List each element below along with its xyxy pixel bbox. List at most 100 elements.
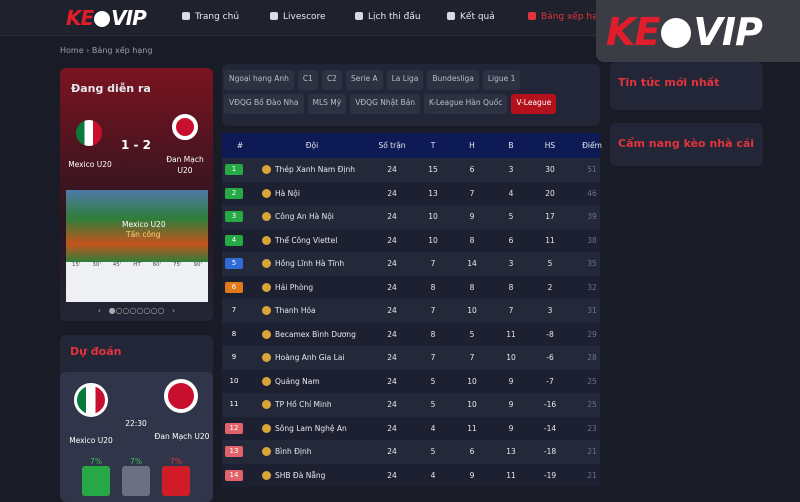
timeline-label: 30' [92, 262, 101, 268]
cell: 24 [387, 376, 397, 386]
team-name[interactable]: Hoàng Anh Gia Lai [275, 353, 345, 362]
league-tab[interactable]: La Liga [386, 70, 424, 90]
cell: 5 [430, 400, 436, 409]
nav-item[interactable]: Trang chủ [182, 12, 239, 22]
league-tab[interactable]: Ligue 1 [482, 70, 521, 90]
team-logo [262, 353, 271, 362]
sidebar-link[interactable]: Cẩm nang kèo nhà cái [610, 123, 763, 166]
cell: 6 [225, 281, 243, 293]
header-cell: T [430, 141, 436, 150]
league-tab[interactable]: Bundesliga [427, 70, 479, 90]
logo[interactable]: KE VIP [66, 6, 147, 30]
sidebar-link[interactable]: Tin tức mới nhất [610, 62, 763, 110]
cell: 32 [587, 282, 597, 292]
cell: 8 [231, 329, 237, 338]
league-tab[interactable]: K-League Hàn Quốc [424, 94, 508, 114]
league-tab[interactable]: Ngoại hạng Anh [224, 70, 294, 90]
nav-item[interactable]: Livescore [270, 12, 326, 22]
cell: 24 [387, 470, 397, 480]
table-row: 3 Công An Hà Nội 24 10 9 5 17 39 [222, 205, 600, 229]
crumb[interactable]: Home [60, 46, 84, 55]
table-row: 9 Hoàng Anh Gia Lai 24 7 7 10 -6 28 [222, 346, 600, 370]
cell: 7 [231, 306, 237, 314]
team: Đan Mạch U20 [154, 432, 210, 441]
league-tab[interactable]: V-League [511, 94, 557, 114]
cell: 14 [467, 259, 477, 268]
timeline-label: 75' [173, 262, 182, 268]
team-name[interactable]: Quảng Nam [275, 376, 320, 386]
cell: 12 [225, 422, 243, 434]
nav-item[interactable]: Bảng xếp hạng [528, 12, 609, 22]
cell: 4 [430, 470, 436, 480]
cell: 31 [587, 306, 597, 315]
cell: 9 [231, 353, 237, 361]
team-name[interactable]: Hà Nội [275, 188, 300, 198]
timeline-label: HT [133, 262, 141, 268]
nav-item[interactable]: Lịch thi đấu [355, 12, 421, 22]
cell: 7 [469, 188, 475, 198]
table-row: 13 Bình Định 24 5 6 13 -18 21 [222, 440, 600, 464]
cell: 2 [225, 187, 243, 199]
league-tabs: Ngoại hạng Anh C1 C2 Serie A La Liga Bundesli… [224, 70, 600, 114]
team-name[interactable]: Hải Phòng [275, 282, 314, 292]
team-logo [262, 470, 271, 480]
cell: 10 [467, 306, 477, 315]
league-tab[interactable]: C2 [321, 70, 342, 90]
cell: 13 [428, 188, 438, 198]
cell: 4 [430, 423, 436, 433]
cell: -14 [543, 423, 557, 433]
cell: 8 [508, 282, 514, 292]
cell: 25 [587, 400, 597, 409]
cell: 4 [508, 188, 514, 198]
table-row: 1 Thép Xanh Nam Định 24 15 6 3 30 51 [222, 158, 600, 182]
league-tab[interactable]: VĐQG Bồ Đào Nha [224, 94, 304, 114]
team-name[interactable]: Thể Công Viettel [275, 235, 338, 245]
breadcrumb: Home › Bảng xếp hạng [60, 46, 153, 55]
text: Trang chủ [195, 12, 240, 22]
team-name[interactable]: Becamex Bình Dương [275, 329, 356, 339]
flag [172, 114, 198, 140]
team-logo [262, 165, 271, 174]
cell: -18 [543, 447, 557, 456]
team-name[interactable]: Công An Hà Nội [275, 212, 334, 221]
cell: 25 [587, 376, 597, 386]
cell: 5 [508, 212, 514, 221]
team-name[interactable]: TP Hồ Chí Minh [275, 400, 332, 409]
team-name[interactable]: Hồng Lĩnh Hà Tĩnh [275, 259, 345, 268]
cell: 8 [469, 235, 475, 245]
nav-item[interactable]: Kết quả [447, 12, 495, 22]
team-name[interactable]: Sông Lam Nghệ An [275, 423, 347, 433]
logo-large: KE VIP [606, 10, 763, 54]
table-row: 6 Hải Phòng 24 8 8 8 2 32 [222, 275, 600, 299]
cell: -19 [543, 470, 557, 480]
cell: 1 [225, 164, 243, 175]
cell: 24 [387, 235, 397, 245]
cell: 10 [506, 353, 516, 362]
team-name[interactable]: SHB Đà Nẵng [275, 470, 326, 480]
team-logo [262, 212, 271, 221]
cell: 3 [508, 165, 514, 174]
team-logo [262, 329, 271, 339]
header-cell: B [508, 141, 514, 150]
cell: 38 [587, 235, 597, 245]
table-row: 11 TP Hồ Chí Minh 24 5 10 9 -16 25 [222, 393, 600, 417]
cell: 20 [545, 188, 555, 198]
flag [76, 120, 102, 146]
team-logo [262, 235, 271, 245]
logo-left: KE [66, 6, 94, 30]
table-header: # Đội Số trận T H B HS Điểm [222, 133, 602, 158]
team-name[interactable]: Bình Định [275, 447, 312, 456]
table-row: 10 Quảng Nam 24 5 10 9 -7 25 [222, 369, 600, 393]
team: Mexico U20 [68, 160, 112, 169]
team-name[interactable]: Thép Xanh Nam Định [275, 165, 356, 174]
league-tab[interactable]: VĐQG Nhật Bản [350, 94, 421, 114]
table-row: 4 Thể Công Viettel 24 10 8 6 11 38 [222, 228, 600, 252]
cell: 10 [467, 400, 477, 409]
cell: -7 [546, 376, 554, 386]
cell: 9 [508, 423, 514, 433]
league-tab[interactable]: MLS Mỹ [307, 94, 347, 114]
team-name[interactable]: Thanh Hóa [275, 306, 316, 315]
league-tab[interactable]: Serie A [345, 70, 383, 90]
league-tab[interactable]: C1 [297, 70, 318, 90]
